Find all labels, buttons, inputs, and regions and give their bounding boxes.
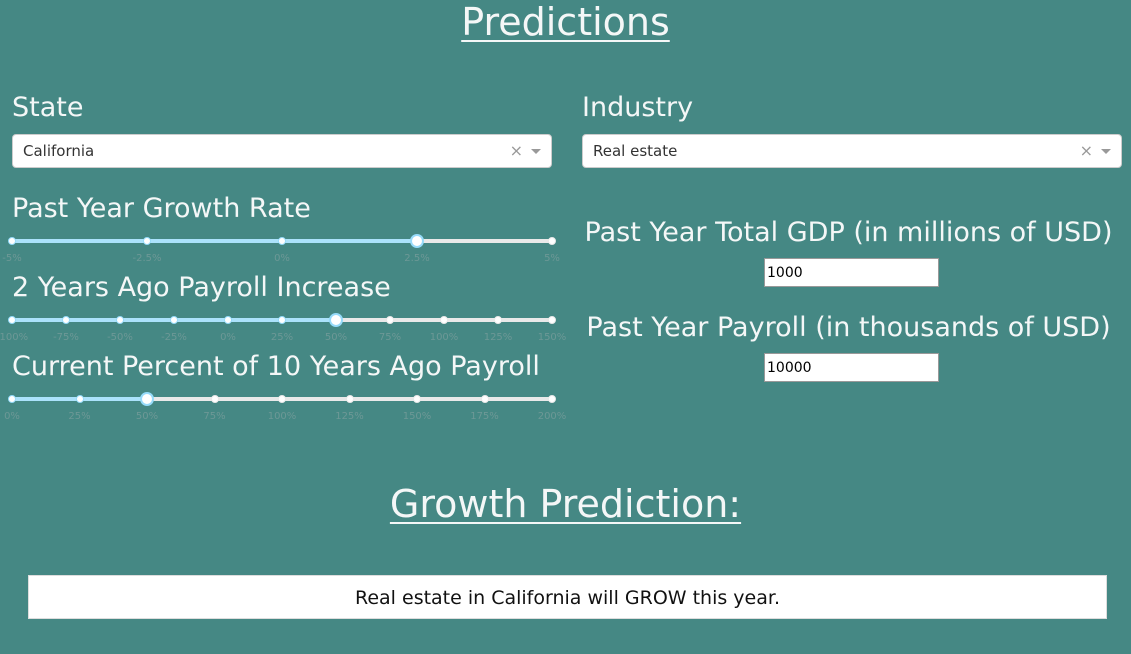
slider-mark-label[interactable]: 5% (544, 253, 560, 264)
slider-mark-label[interactable]: 0% (274, 253, 290, 264)
growth-rate-label: Past Year Growth Rate (12, 193, 311, 224)
payroll-label: Past Year Payroll (in thousands of USD) (586, 312, 1111, 343)
slider-handle[interactable] (329, 313, 343, 327)
slider-step-dot[interactable] (278, 237, 286, 245)
payroll-increase-slider[interactable]: -100% -75% -50% -25% 0% 25% 50% 75% 100% 125% 150% (0, 311, 566, 343)
slider-mark-label[interactable]: -5% (2, 253, 22, 264)
ten-year-payroll-label: Current Percent of 10 Years Ago Payroll (12, 351, 540, 382)
slider-step-dot[interactable] (278, 316, 286, 324)
slider-step-dot[interactable] (210, 395, 219, 403)
slider-mark-label[interactable]: 100% (267, 411, 297, 422)
payroll-increase-label: 2 Years Ago Payroll Increase (12, 272, 391, 303)
industry-select-value: Real estate (593, 142, 678, 160)
slider-mark-label[interactable]: 175% (470, 411, 499, 422)
gdp-label: Past Year Total GDP (in millions of USD) (584, 217, 1113, 248)
slider-mark-label[interactable]: 2.5% (404, 253, 430, 264)
slider-step-dot[interactable] (116, 316, 124, 324)
slider-step-dot[interactable] (62, 316, 70, 324)
slider-mark-label[interactable]: 75% (203, 411, 226, 422)
slider-mark-label[interactable]: -2.5% (132, 253, 162, 264)
slider-step-dot[interactable] (386, 316, 394, 324)
slider-mark-label[interactable]: 25% (270, 332, 294, 343)
prediction-result: Real estate in California will GROW this… (28, 575, 1107, 619)
slider-step-dot[interactable] (548, 395, 556, 403)
slider-step-dot[interactable] (224, 316, 232, 324)
slider-step-dot[interactable] (494, 316, 502, 324)
slider-step-dot[interactable] (8, 237, 16, 245)
slider-mark-label[interactable]: 0% (220, 332, 236, 343)
industry-chevron-down-icon[interactable] (1101, 149, 1111, 154)
state-select-value: California (23, 142, 95, 160)
slider-step-dot[interactable] (345, 395, 354, 403)
slider-mark-label[interactable]: 200% (537, 411, 567, 422)
state-clear-icon[interactable]: × (509, 141, 523, 160)
industry-select[interactable]: Real estate × (582, 134, 1122, 168)
payroll-input[interactable] (764, 353, 939, 382)
slider-mark-label[interactable]: 150% (537, 332, 567, 343)
slider-mark-label[interactable]: -25% (161, 332, 187, 343)
state-select[interactable]: California × (12, 134, 552, 168)
slider-mark-label[interactable]: 125% (335, 411, 364, 422)
slider-mark-label[interactable]: -100% (0, 332, 29, 343)
slider-step-dot[interactable] (8, 395, 16, 403)
slider-step-dot[interactable] (8, 316, 16, 324)
slider-mark-label[interactable]: -50% (107, 332, 133, 343)
slider-mark-label[interactable]: 100% (429, 332, 459, 343)
slider-mark-label[interactable]: -75% (53, 332, 79, 343)
state-chevron-down-icon[interactable] (531, 149, 541, 154)
gdp-input[interactable] (764, 258, 939, 287)
slider-step-dot[interactable] (278, 395, 286, 403)
slider-mark-label[interactable]: 50% (324, 332, 348, 343)
slider-step-dot[interactable] (75, 395, 84, 403)
page-title: Predictions (461, 0, 670, 44)
industry-label: Industry (582, 92, 694, 123)
slider-mark-label[interactable]: 0% (4, 411, 20, 422)
slider-mark-label[interactable]: 75% (378, 332, 402, 343)
slider-mark-label[interactable]: 50% (135, 411, 159, 422)
ten-year-payroll-slider[interactable]: 0% 25% 50% 75% 100% 125% 150% 175% 200% (4, 390, 566, 422)
slider-mark-label[interactable]: 125% (483, 332, 513, 343)
slider-step-dot[interactable] (548, 316, 556, 324)
slider-mark-label[interactable]: 25% (68, 411, 91, 422)
industry-clear-icon[interactable]: × (1079, 141, 1093, 160)
slider-step-dot[interactable] (413, 395, 421, 403)
growth-rate-slider[interactable]: -5% -2.5% 0% 2.5% 5% (2, 232, 560, 264)
slider-handle[interactable] (410, 234, 424, 248)
slider-track[interactable] (12, 239, 417, 243)
slider-step-dot[interactable] (143, 237, 151, 245)
slider-step-dot[interactable] (440, 316, 448, 324)
slider-handle[interactable] (140, 392, 154, 406)
slider-step-dot[interactable] (170, 316, 178, 324)
slider-step-dot[interactable] (548, 237, 556, 245)
slider-step-dot[interactable] (480, 395, 489, 403)
state-label: State (12, 92, 84, 123)
slider-mark-label[interactable]: 150% (402, 411, 432, 422)
growth-prediction-heading: Growth Prediction: (389, 482, 742, 526)
